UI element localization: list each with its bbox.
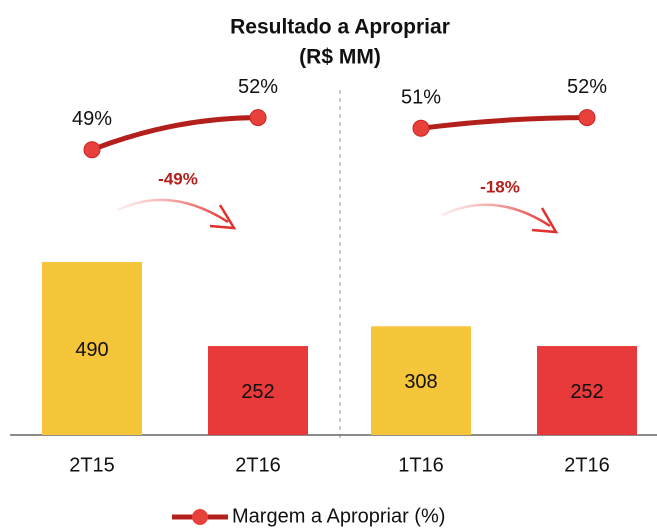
legend-label: Margem a Apropriar (%) [232,505,445,527]
bar-value-label: 490 [75,339,108,361]
trend-arrow [441,203,551,228]
bar-value-label: 252 [241,381,274,403]
margin-marker [249,109,267,127]
margin-label: 52% [238,76,278,98]
bar [537,346,637,435]
x-tick-label: 2T16 [235,454,281,476]
bar [208,346,308,435]
change-label: -49% [158,169,198,188]
bar [371,326,471,435]
chart-title: Resultado a Apropriar [230,16,450,39]
margin-marker [412,119,430,137]
margin-marker [83,141,101,159]
margin-line [420,115,588,131]
bar-value-label: 308 [404,371,437,393]
margin-label: 52% [567,76,607,98]
margin-marker [578,109,596,127]
bar-value-label: 252 [570,381,603,403]
chart-subtitle: (R$ MM) [299,46,381,69]
trend-arrow [117,198,229,224]
x-tick-label: 2T16 [564,454,610,476]
trend-arrow-head [209,204,237,230]
margin-line [91,115,259,153]
change-label: -18% [480,177,520,196]
legend-marker [192,509,208,525]
margin-label: 51% [401,87,441,109]
margin-label: 49% [72,108,112,130]
x-tick-label: 1T16 [398,454,444,476]
bar [42,262,142,435]
x-tick-label: 2T15 [69,454,115,476]
trend-arrow-head [531,207,559,234]
